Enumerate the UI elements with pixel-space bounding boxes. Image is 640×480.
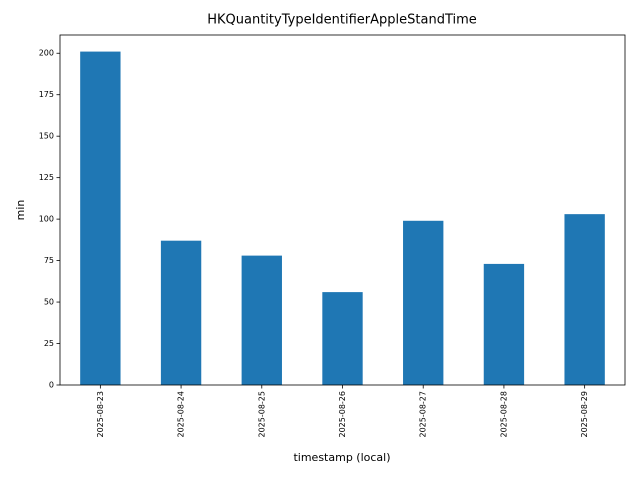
- bar: [241, 255, 282, 385]
- x-tick-label: 2025-08-26: [338, 391, 347, 438]
- x-tick-label: 2025-08-25: [257, 391, 266, 438]
- y-tick-label: 0: [49, 381, 54, 390]
- y-tick-label: 150: [39, 132, 54, 141]
- y-axis-label: min: [14, 200, 27, 221]
- y-tick-label: 75: [44, 256, 54, 265]
- bar: [80, 51, 121, 385]
- y-tick-label: 200: [39, 49, 54, 58]
- x-axis-label: timestamp (local): [293, 451, 390, 464]
- x-tick-label: 2025-08-29: [580, 391, 589, 438]
- plot-frame: [59, 34, 626, 386]
- x-tick-label: 2025-08-23: [96, 391, 105, 438]
- y-tick-label: 50: [44, 298, 54, 307]
- x-tick-label: 2025-08-27: [419, 391, 428, 438]
- y-tick-label: 100: [39, 215, 54, 224]
- y-tick-label: 175: [39, 90, 54, 99]
- bar: [564, 214, 605, 385]
- bar: [403, 220, 444, 385]
- bar: [483, 263, 525, 385]
- chart-title: HKQuantityTypeIdentifierAppleStandTime: [207, 13, 477, 28]
- x-tick-label: 2025-08-24: [177, 391, 186, 438]
- y-tick-label: 125: [39, 173, 54, 182]
- x-tick-label: 2025-08-28: [499, 391, 508, 438]
- bar: [322, 292, 363, 385]
- y-tick-label: 25: [44, 339, 54, 348]
- bar: [160, 240, 202, 385]
